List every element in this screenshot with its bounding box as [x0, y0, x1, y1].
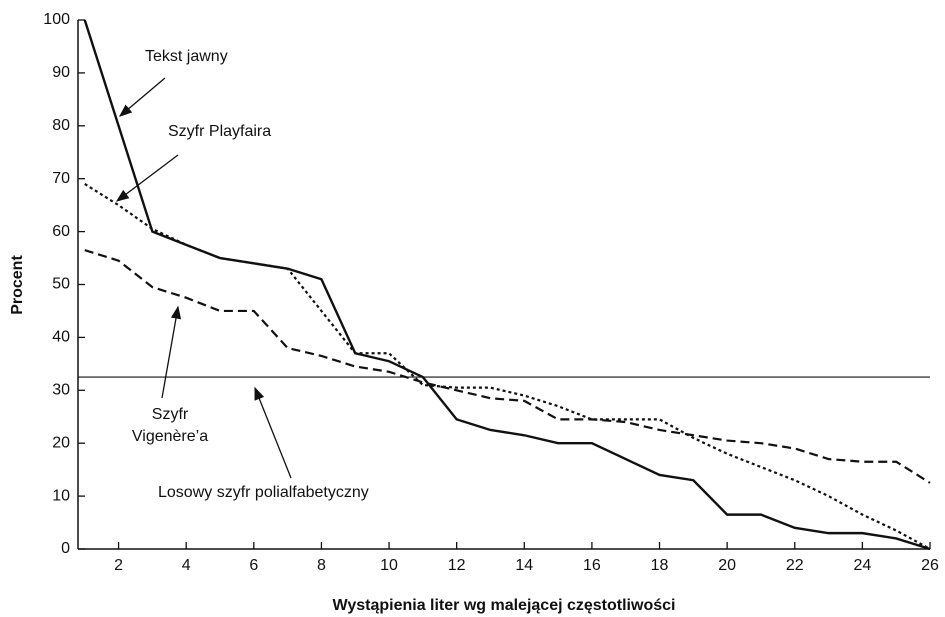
y-tick-label: 40 [52, 329, 70, 346]
annotation: Tekst jawny [145, 48, 228, 65]
y-tick-label: 100 [43, 11, 70, 28]
annotation-arrow [119, 77, 166, 117]
x-tick-label: 6 [249, 557, 258, 574]
x-tick-label: 18 [651, 557, 669, 574]
x-tick-label: 22 [786, 557, 804, 574]
annotation: Szyfr Playfaira [168, 123, 271, 140]
x-tick-label: 14 [515, 557, 533, 574]
x-axis-title: Wystąpienia liter wg malejącej częstotli… [333, 597, 676, 614]
y-tick-label: 90 [52, 64, 70, 81]
y-tick-label: 70 [52, 170, 70, 187]
x-tick-label: 16 [583, 557, 601, 574]
y-tick-label: 80 [52, 117, 70, 134]
y-tick-label: 50 [52, 276, 70, 293]
annotation: Losowy szyfr polialfabetyczny [158, 484, 369, 501]
annotation: Szyfr Vigenère’a [131, 406, 209, 445]
y-axis-title: Procent [9, 255, 26, 315]
series-line [83, 19, 931, 551]
x-tick-label: 26 [921, 557, 939, 574]
annotation-arrow [115, 154, 179, 202]
x-tick-label: 8 [317, 557, 326, 574]
y-tick-label: 10 [52, 487, 70, 504]
x-tick-label: 4 [182, 557, 191, 574]
x-tick-label: 12 [448, 557, 466, 574]
annotation-arrow [254, 386, 292, 479]
series-line [84, 249, 931, 484]
y-tick-label: 60 [52, 223, 70, 240]
x-tick-label: 10 [380, 557, 398, 574]
annotation-box: Szyfr Vigenère’a [131, 406, 209, 445]
annotation-arrow [161, 305, 182, 399]
y-tick-label: 0 [61, 540, 70, 557]
x-tick-label: 24 [853, 557, 871, 574]
y-tick-label: 20 [52, 434, 70, 451]
y-tick-label: 30 [52, 382, 70, 399]
x-tick-label: 2 [114, 557, 123, 574]
x-tick-label: 20 [718, 557, 736, 574]
